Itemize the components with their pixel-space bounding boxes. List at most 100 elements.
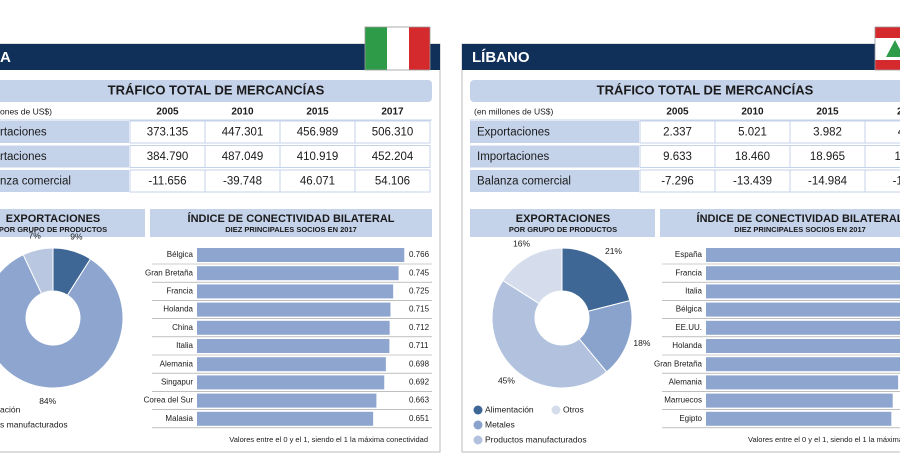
table-value: 54.106: [375, 176, 410, 188]
pie-slice: [561, 247, 631, 312]
bar: [197, 266, 399, 281]
row-label: rtaciones: [0, 127, 47, 139]
bar-value: 0.651: [409, 414, 430, 423]
table-value: 3.982: [813, 127, 842, 139]
table-value: 384.790: [147, 151, 189, 163]
table-value: 4.: [898, 127, 900, 139]
panel-title: LÍBANO: [472, 49, 530, 66]
pie-slice: [22, 247, 54, 295]
flag-stripe: [365, 27, 387, 70]
pie-subtitle: POR GRUPO DE PRODUCTOS: [0, 225, 107, 234]
flag-border: [874, 26, 900, 71]
bar: [197, 375, 385, 390]
column-header: 2005: [666, 107, 689, 118]
bar: [197, 284, 394, 299]
bar-category: China: [172, 323, 193, 332]
legend-swatch: [473, 405, 483, 415]
legend-label: Metales: [485, 419, 515, 429]
bar: [197, 248, 405, 262]
legend-swatch: [551, 405, 561, 415]
table-value: 18.460: [735, 151, 770, 163]
column-header: 2015: [306, 107, 329, 118]
table-cell: [354, 169, 431, 193]
table-value: -39.748: [223, 176, 262, 188]
bar: [706, 302, 900, 317]
table-value: 46.071: [300, 176, 335, 188]
bar-value: 0.725: [409, 287, 430, 296]
table-value: 5.021: [738, 127, 767, 139]
flag-stripe: [875, 60, 900, 70]
table-value: 456.989: [297, 127, 339, 139]
bars-title: ÍNDICE DE CONECTIVIDAD BILATERAL: [188, 212, 395, 225]
bar-category: EE.UU.: [675, 323, 702, 332]
table-cell: [864, 169, 900, 193]
row-label-cell: [470, 145, 639, 168]
bar: [197, 411, 374, 426]
table-value: 506.310: [372, 127, 414, 139]
bar-value: 0.698: [409, 359, 430, 368]
flag-stripe: [409, 27, 430, 70]
column-header: 20: [897, 107, 900, 118]
table-cell: [864, 145, 900, 168]
table-value: 447.301: [222, 127, 264, 139]
bar-category: Francia: [675, 268, 702, 277]
bars-subtitle: DIEZ PRINCIPALES SOCIOS EN 2017: [225, 225, 357, 234]
row-label: rtaciones: [0, 151, 47, 163]
column-header: 2017: [381, 107, 404, 118]
table-value: -14.984: [808, 176, 848, 188]
column-header: 2010: [231, 107, 254, 118]
pie-label: 18%: [633, 338, 650, 348]
pie-subtitle: POR GRUPO DE PRODUCTOS: [509, 225, 617, 234]
bar-category: Egipto: [679, 414, 702, 423]
pie-header: [470, 209, 655, 237]
legend-label: Productos manufacturados: [485, 434, 587, 444]
table-value: -11.656: [148, 176, 186, 188]
table-title-bar: [470, 80, 900, 102]
pie-title: EXPORTACIONES: [6, 213, 101, 225]
column-header: 2005: [156, 107, 179, 118]
bar-category: Holanda: [163, 305, 193, 314]
bar: [706, 248, 900, 262]
bar: [197, 302, 391, 317]
bar-category: Italia: [685, 287, 702, 296]
table-title-bar: [0, 80, 432, 102]
legend-label: Alimentación: [485, 404, 534, 414]
column-header: 2015: [816, 107, 839, 118]
legend-label: s manufacturados: [0, 419, 68, 429]
bar-category: Alemania: [669, 378, 703, 387]
bars-title: ÍNDICE DE CONECTIVIDAD BILATERAL: [697, 212, 900, 225]
table-value: 410.919: [297, 151, 339, 163]
row-label-cell: [0, 170, 129, 192]
pie-slice: [491, 279, 608, 389]
bar-category: Bélgica: [167, 250, 194, 259]
legend-swatch: [473, 435, 483, 445]
flag-stripe: [875, 27, 900, 38]
pie-label: 16%: [513, 239, 530, 249]
bar: [197, 357, 386, 372]
pie-label: 21%: [605, 246, 622, 256]
table-value: -15.: [893, 176, 900, 188]
flag-italy: [364, 26, 431, 71]
bar: [706, 339, 900, 353]
bar-category: España: [675, 250, 703, 259]
bar: [197, 393, 377, 408]
flag-stripe: [387, 27, 409, 70]
bar: [706, 375, 899, 390]
legend-label: ación: [0, 404, 21, 414]
bar: [197, 320, 390, 335]
bar-category: Gran Bretaña: [145, 268, 194, 277]
pie-label: 9%: [70, 232, 83, 242]
bar-value: 0.715: [409, 305, 430, 314]
table-unit: (en millones de US$): [474, 106, 554, 116]
bar-category: Alemania: [160, 359, 194, 368]
table-title: TRÁFICO TOTAL DE MERCANCÍAS: [597, 82, 814, 97]
pie-header: [0, 209, 145, 237]
bar: [706, 320, 900, 335]
row-label-cell: [470, 170, 639, 192]
table-value: 452.204: [372, 151, 414, 163]
title-bar: [462, 44, 900, 70]
table-value: 19.: [895, 151, 900, 163]
table-value: 18.965: [810, 151, 845, 163]
row-label-cell: [0, 121, 129, 143]
